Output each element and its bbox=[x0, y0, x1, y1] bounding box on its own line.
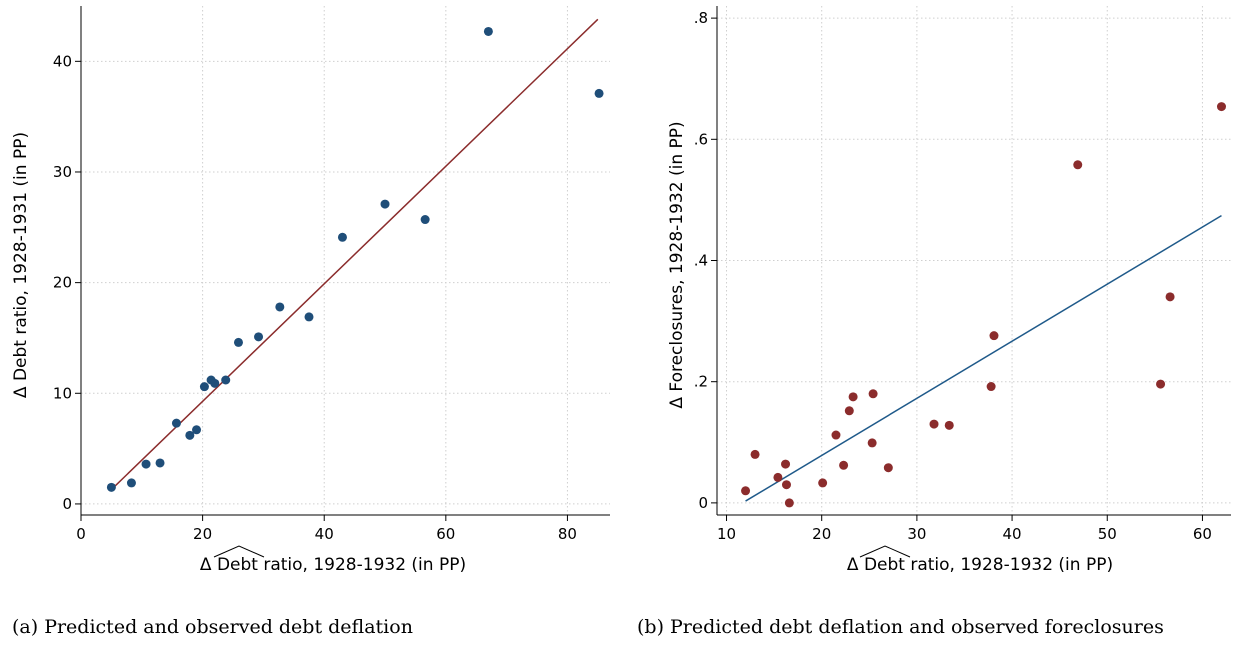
panel-a-data-point bbox=[171, 418, 181, 428]
panel-b-hat-mark bbox=[859, 545, 911, 558]
panel-b-y-axis-title: Δ Foreclosures, 1928-1932 (in PP) bbox=[667, 121, 687, 408]
panel-a-data-point bbox=[420, 215, 430, 225]
panel-a-data-point bbox=[210, 378, 220, 388]
panel-a-y-tick-label: 20 bbox=[53, 274, 72, 292]
panel-b-data-point bbox=[1165, 292, 1175, 302]
panel-b-data-point bbox=[784, 498, 794, 508]
panel-b-caption: (b) Predicted debt deflation and observe… bbox=[637, 616, 1164, 638]
panel-a-data-point bbox=[126, 478, 136, 488]
panel-b-data-point bbox=[773, 472, 783, 482]
panel-b-fit-line-group bbox=[745, 215, 1222, 502]
panel-a-data-point bbox=[221, 375, 231, 385]
panel-b-x-tick-label: 60 bbox=[1193, 525, 1212, 543]
panel-a-fit-line bbox=[110, 18, 599, 491]
panel-b-x-axis-title: Δ Debt ratio, 1928-1932 (in PP) bbox=[847, 555, 1113, 575]
panel-b-ticks: 10 20 30 40 50 60 0 .2 .4 .6 .8 bbox=[694, 9, 1212, 543]
panel-a-data-point bbox=[304, 312, 314, 322]
panel-a-data-point bbox=[155, 458, 165, 468]
panel-b-y-tick-label: .8 bbox=[694, 9, 708, 27]
panel-b-data-point bbox=[831, 430, 841, 440]
panel-b-data-point bbox=[781, 459, 791, 469]
panel-a-gridlines bbox=[80, 6, 610, 515]
panel-a-data-point bbox=[185, 430, 195, 440]
panel-a-axes bbox=[80, 6, 610, 516]
panel-a-caption: (a) Predicted and observed debt deflatio… bbox=[12, 616, 413, 638]
panel-a-data-point bbox=[106, 482, 116, 492]
panel-b-data-point bbox=[1216, 102, 1226, 112]
panel-a-data-point bbox=[594, 88, 604, 98]
panel-a-y-tick-label: 10 bbox=[53, 384, 72, 402]
panel-a-x-tick-label: 20 bbox=[193, 525, 212, 543]
panel-a-data-point bbox=[275, 302, 285, 312]
panel-b-fit-line bbox=[745, 215, 1222, 502]
panel-a-data-point bbox=[254, 332, 264, 342]
panel-b-data-point bbox=[844, 406, 854, 416]
panel-a-data-point bbox=[141, 459, 151, 469]
panel-b-data-point bbox=[818, 478, 828, 488]
panel-a: 0 20 40 60 80 0 10 20 30 40 Δ Debt ratio, 1928-19… bbox=[11, 6, 610, 638]
panel-a-x-axis-title: Δ Debt ratio, 1928-1932 (in PP) bbox=[200, 555, 466, 575]
panel-a-data-point bbox=[337, 232, 347, 242]
panel-b-x-tick-label: 30 bbox=[907, 525, 926, 543]
panel-a-hat-mark bbox=[213, 545, 265, 558]
panel-b-data-point bbox=[883, 463, 893, 473]
panel-a-x-tick-label: 60 bbox=[436, 525, 455, 543]
panel-b-x-tick-label: 10 bbox=[717, 525, 736, 543]
panel-b-data-point bbox=[839, 460, 849, 470]
panel-a-data-point bbox=[192, 425, 202, 435]
panel-a-y-tick-label: 40 bbox=[53, 52, 72, 70]
panel-b-x-tick-label: 20 bbox=[812, 525, 831, 543]
panel-a-y-tick-label: 0 bbox=[62, 495, 72, 513]
panel-b-data-point bbox=[867, 438, 877, 448]
panel-b-x-tick-label: 40 bbox=[1003, 525, 1022, 543]
panel-a-ticks: 0 20 40 60 80 0 10 20 30 40 bbox=[53, 52, 577, 543]
panel-b-x-tick-label: 50 bbox=[1098, 525, 1117, 543]
panel-a-x-tick-label: 80 bbox=[558, 525, 577, 543]
panel-a-plot-background bbox=[81, 6, 610, 515]
panel-b-y-tick-label: 0 bbox=[698, 494, 708, 512]
panel-b-data-point bbox=[989, 331, 999, 341]
panel-a-fit-line-group bbox=[110, 18, 599, 491]
panel-b-y-tick-label: .6 bbox=[694, 130, 708, 148]
panel-a-x-tick-label: 40 bbox=[315, 525, 334, 543]
panel-b-data-point bbox=[1156, 379, 1166, 389]
panel-b-y-tick-label: .2 bbox=[694, 373, 708, 391]
panel-b-data-point bbox=[1073, 160, 1083, 170]
panel-a-y-tick-label: 30 bbox=[53, 163, 72, 181]
panel-a-points bbox=[106, 26, 604, 492]
panel-b-data-point bbox=[868, 389, 878, 399]
panel-a-data-point bbox=[380, 199, 390, 209]
panel-a-data-point bbox=[483, 26, 493, 36]
panel-b-data-point bbox=[781, 480, 791, 490]
panel-b-y-tick-label: .4 bbox=[694, 252, 708, 270]
panel-b-data-point bbox=[750, 449, 760, 459]
panel-b-data-point bbox=[848, 392, 858, 402]
panel-b-data-point bbox=[929, 419, 939, 429]
panel-b-data-point bbox=[944, 420, 954, 430]
panel-b-data-point bbox=[741, 486, 751, 496]
panel-a-data-point bbox=[233, 337, 243, 347]
panel-a-data-point bbox=[199, 382, 209, 392]
panel-b-data-point bbox=[986, 382, 996, 392]
panel-a-y-axis-title: Δ Debt ratio, 1928-1931 (in PP) bbox=[11, 132, 31, 398]
panel-b: 10 20 30 40 50 60 0 .2 .4 .6 .8 Δ Debt ratio, 1928… bbox=[637, 6, 1231, 638]
panel-b-points bbox=[741, 102, 1226, 508]
panel-a-x-tick-label: 0 bbox=[76, 525, 86, 543]
